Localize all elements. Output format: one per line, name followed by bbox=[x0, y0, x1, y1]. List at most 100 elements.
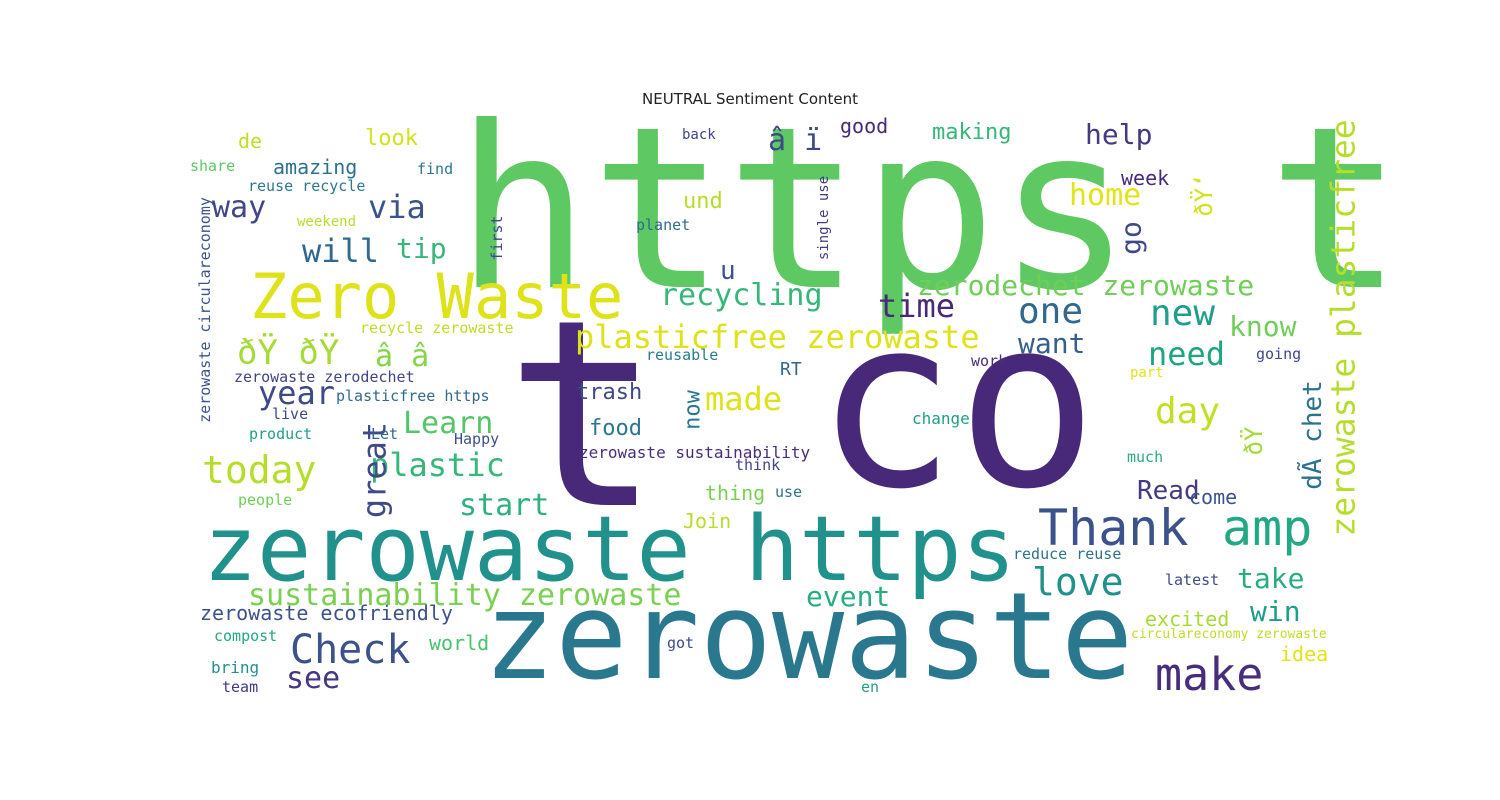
cloud-word: compost bbox=[214, 627, 277, 645]
cloud-word: thing bbox=[705, 481, 765, 505]
cloud-word: now bbox=[681, 389, 706, 429]
cloud-word: time bbox=[878, 287, 955, 325]
cloud-word: go bbox=[1114, 221, 1147, 255]
cloud-word: zerowaste sustainability bbox=[579, 443, 811, 462]
cloud-word: circulareconomy zerowaste bbox=[1131, 627, 1327, 642]
cloud-word: co bbox=[815, 268, 1098, 541]
cloud-word: t bbox=[505, 265, 662, 567]
cloud-word: zerowaste plasticfree bbox=[1323, 119, 1362, 536]
cloud-word: look bbox=[365, 126, 418, 151]
cloud-word: will bbox=[302, 232, 379, 270]
cloud-word: make bbox=[1155, 648, 1263, 701]
cloud-word: sustainability zerowaste bbox=[248, 578, 681, 613]
cloud-word: â â bbox=[375, 339, 429, 374]
cloud-word: good bbox=[840, 114, 888, 138]
cloud-word: start bbox=[459, 488, 549, 523]
cloud-word: think bbox=[735, 456, 780, 474]
cloud-word: zerowaste bbox=[483, 568, 1133, 707]
cloud-word: planet bbox=[636, 216, 690, 234]
cloud-word: year bbox=[258, 374, 335, 412]
cloud-word: zerowaste circulareconomy bbox=[196, 197, 214, 423]
cloud-word: going bbox=[1256, 345, 1301, 363]
cloud-word: making bbox=[932, 120, 1011, 145]
cloud-word: made bbox=[705, 380, 782, 418]
cloud-word: see bbox=[286, 661, 340, 696]
cloud-word: Zero Waste bbox=[250, 260, 623, 333]
cloud-word: reusable bbox=[646, 346, 718, 364]
cloud-word: day bbox=[1155, 391, 1220, 432]
cloud-word: change bbox=[912, 409, 970, 428]
cloud-word: Thank bbox=[1038, 499, 1189, 557]
cloud-word: want bbox=[1018, 327, 1085, 360]
cloud-word: recycling bbox=[660, 278, 823, 313]
cloud-word: live bbox=[272, 405, 308, 423]
cloud-word: amazing bbox=[273, 155, 357, 179]
cloud-word: zerowaste https bbox=[203, 497, 1016, 602]
cloud-word: love bbox=[1032, 560, 1124, 604]
cloud-word: plasticfree https bbox=[336, 387, 490, 405]
cloud-word: https t bbox=[455, 79, 1403, 341]
cloud-word: part bbox=[1130, 365, 1164, 381]
cloud-word: great bbox=[356, 422, 394, 518]
cloud-word: way bbox=[212, 190, 266, 225]
cloud-word: today bbox=[202, 448, 316, 492]
cloud-word: share bbox=[190, 157, 235, 175]
cloud-word: come bbox=[1189, 485, 1237, 509]
cloud-word: zerowaste ecofriendly bbox=[200, 601, 453, 625]
cloud-word: much bbox=[1127, 448, 1163, 466]
cloud-word: new bbox=[1150, 293, 1215, 334]
cloud-word: und bbox=[683, 189, 723, 214]
cloud-word: reuse recycle bbox=[248, 177, 365, 195]
cloud-word: got bbox=[667, 634, 694, 652]
cloud-word: excited bbox=[1145, 607, 1229, 631]
cloud-word: back bbox=[682, 127, 716, 143]
cloud-word: take bbox=[1237, 562, 1304, 595]
cloud-word: bring bbox=[211, 658, 259, 677]
cloud-word: Learn bbox=[403, 406, 493, 441]
cloud-word: u bbox=[720, 256, 736, 286]
cloud-word: product bbox=[249, 425, 312, 443]
cloud-word: dÃ chet bbox=[1296, 380, 1328, 490]
cloud-word: plasticfree zerowaste bbox=[575, 318, 980, 356]
cloud-word: Read bbox=[1137, 476, 1200, 506]
cloud-word: ðŸ ðŸ bbox=[237, 333, 339, 373]
cloud-word: â ï bbox=[768, 123, 822, 158]
cloud-word: Let bbox=[371, 425, 398, 443]
cloud-word: RT bbox=[780, 359, 802, 380]
cloud-word: de bbox=[238, 129, 262, 153]
cloud-word: en bbox=[861, 678, 879, 696]
cloud-word: single use bbox=[816, 176, 832, 260]
cloud-word: trash bbox=[576, 380, 642, 405]
cloud-word: recycle zerowaste bbox=[360, 319, 514, 337]
cloud-word: team bbox=[222, 678, 258, 696]
cloud-word: find bbox=[417, 160, 453, 178]
cloud-word: via bbox=[368, 188, 426, 226]
cloud-word: event bbox=[806, 580, 890, 613]
cloud-word: need bbox=[1148, 335, 1225, 373]
cloud-word: know bbox=[1229, 310, 1297, 343]
cloud-word: help bbox=[1085, 118, 1152, 151]
cloud-word: use bbox=[775, 483, 802, 501]
cloud-word: ðŸ bbox=[1239, 426, 1268, 455]
cloud-word: Happy bbox=[454, 430, 499, 448]
cloud-word: ðŸ‘ bbox=[1189, 173, 1218, 216]
cloud-word: work bbox=[971, 352, 1007, 370]
cloud-word: week bbox=[1121, 166, 1169, 190]
cloud-word: idea bbox=[1280, 642, 1328, 666]
cloud-word: home bbox=[1069, 178, 1141, 213]
cloud-word: first bbox=[488, 215, 506, 260]
cloud-word: world bbox=[429, 631, 489, 655]
cloud-word: zerodechet zerowaste bbox=[917, 269, 1254, 302]
cloud-word: food bbox=[589, 416, 642, 441]
cloud-word: Join bbox=[683, 509, 731, 533]
chart-title: NEUTRAL Sentiment Content bbox=[642, 90, 858, 108]
cloud-word: weekend bbox=[297, 214, 356, 230]
cloud-word: amp bbox=[1222, 499, 1312, 557]
cloud-word: reduce reuse bbox=[1013, 545, 1121, 563]
cloud-word: Check bbox=[290, 627, 410, 673]
cloud-word: one bbox=[1018, 291, 1083, 332]
cloud-word: plastic bbox=[370, 446, 505, 484]
cloud-word: win bbox=[1250, 595, 1301, 628]
cloud-word: latest bbox=[1165, 571, 1219, 589]
